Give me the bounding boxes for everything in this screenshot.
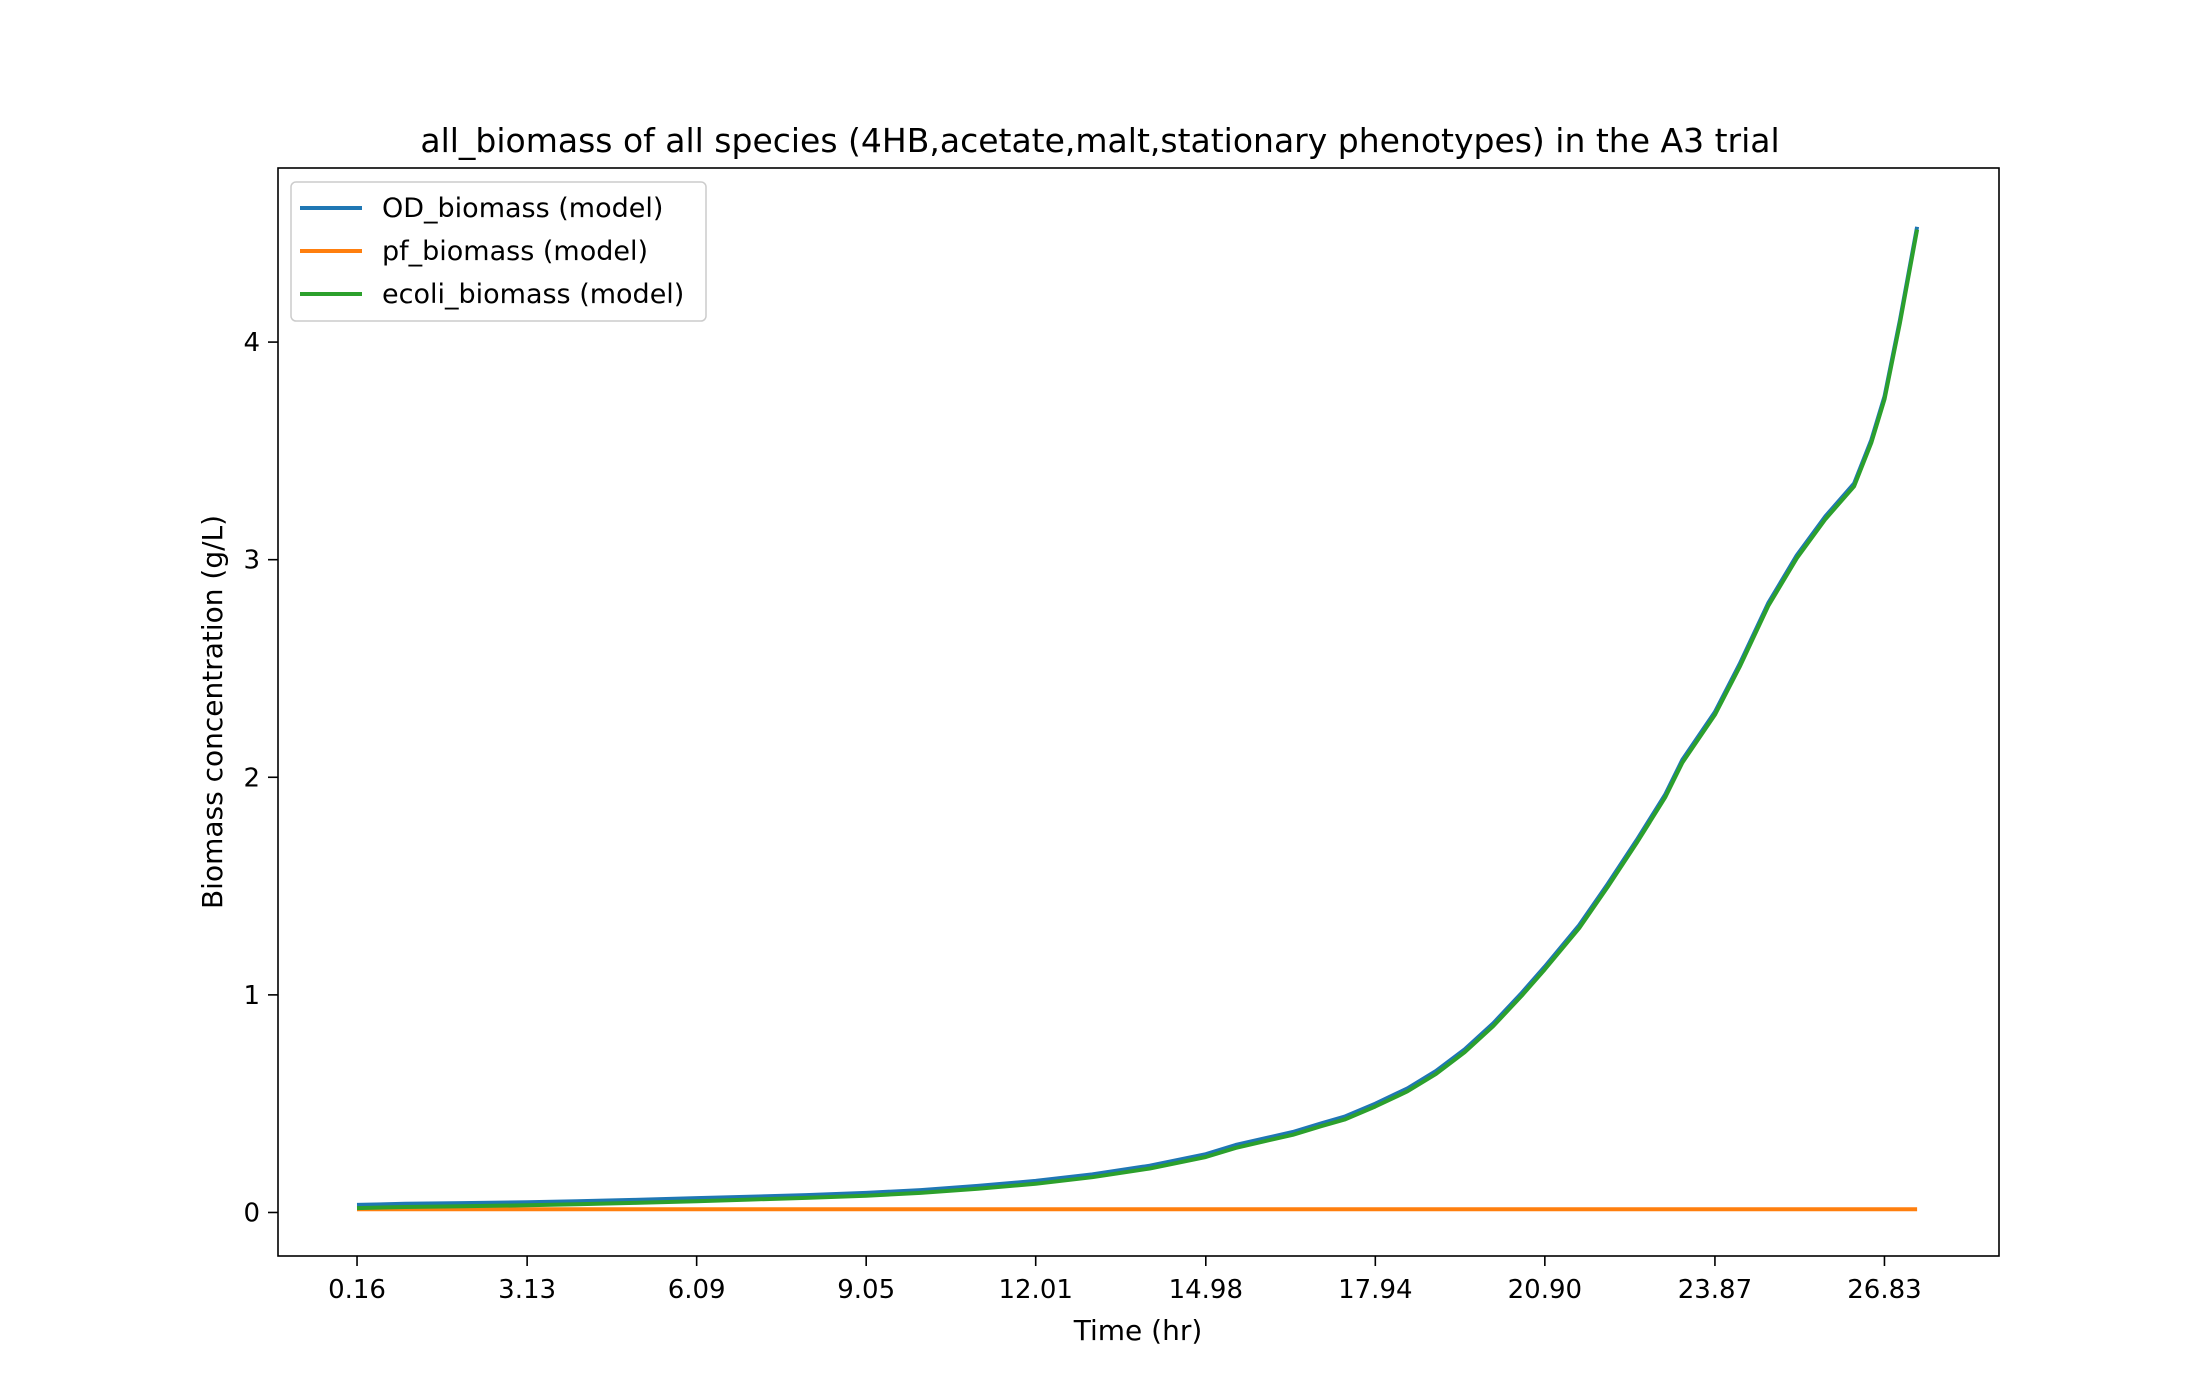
legend: OD_biomass (model) pf_biomass (model) ecol…: [290, 181, 707, 322]
x-tick-label: 6.09: [668, 1275, 726, 1305]
y-tick-label: 4: [243, 328, 260, 358]
y-axis-label: Biomass concentration (g/L): [196, 515, 229, 909]
x-tick-label: 23.87: [1678, 1275, 1752, 1305]
x-tick-label: 17.94: [1338, 1275, 1412, 1305]
plot-frame: [277, 167, 2000, 1257]
legend-items: OD_biomass (model) pf_biomass (model) ecol…: [300, 193, 684, 310]
x-tick-label: 12.01: [998, 1275, 1072, 1305]
y-tick-label: 2: [243, 763, 260, 793]
x-axis-ticks: 0.16 3.13 6.09 9.05 12.01 14.98 17.94 20.90 23.8…: [328, 1256, 1922, 1305]
x-tick-label: 14.98: [1169, 1275, 1243, 1305]
x-tick-label: 9.05: [837, 1275, 895, 1305]
plot-area: [277, 167, 2000, 1257]
y-tick-label: 3: [243, 546, 260, 576]
x-axis-label: Time (hr): [1073, 1314, 1203, 1347]
y-tick-label: 0: [243, 1198, 260, 1228]
y-tick-label: 1: [243, 981, 260, 1011]
legend-label-1: pf_biomass (model): [382, 236, 648, 267]
x-tick-label: 26.83: [1847, 1275, 1921, 1305]
y-axis-ticks: 0 1 2 3 4: [243, 328, 278, 1228]
series-line-2: [356, 229, 1920, 1211]
x-tick-label: 0.16: [328, 1275, 386, 1305]
x-tick-label: 3.13: [498, 1275, 556, 1305]
x-tick-label: 20.90: [1508, 1275, 1582, 1305]
legend-label-0: OD_biomass (model): [382, 193, 663, 224]
series-layer: [356, 226, 1920, 1212]
legend-label-2: ecoli_biomass (model): [382, 279, 684, 310]
legend-box: [290, 181, 707, 322]
chart-title: all_biomass of all species (4HB,acetate,…: [420, 121, 1779, 160]
